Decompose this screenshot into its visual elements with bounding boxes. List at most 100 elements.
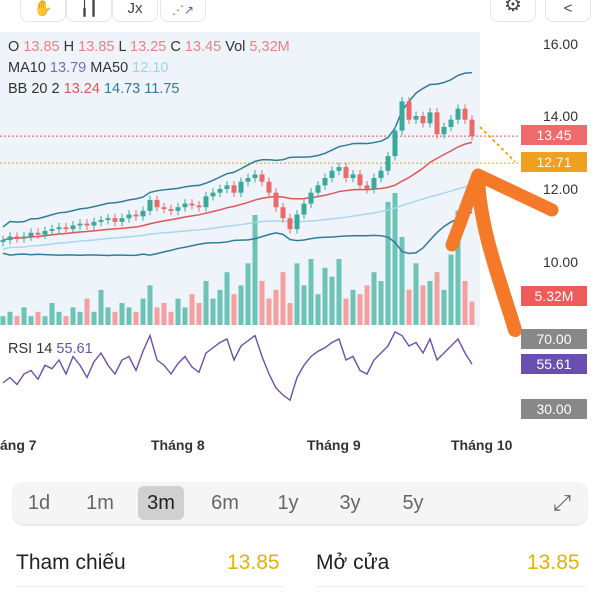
volume-bar (35, 311, 41, 325)
candle (196, 205, 202, 208)
range-1y[interactable]: 1y (277, 492, 299, 514)
chart-type-button[interactable]: ╽┃ (66, 0, 112, 22)
ma-legend: MA10 13.79 MA50 12.10 (8, 60, 169, 76)
volume-bar (322, 267, 328, 325)
candle (14, 236, 20, 239)
candle (392, 130, 398, 157)
volume-bar (56, 311, 62, 325)
volume-bar (294, 263, 300, 325)
candle (84, 223, 90, 226)
month-label: Tháng 8 (151, 437, 205, 453)
volume-bar (231, 294, 237, 325)
volume-bar (378, 281, 384, 325)
bb-legend: BB 20 2 13.24 14.73 11.75 (8, 81, 180, 97)
candle (357, 174, 363, 186)
volume-bar (434, 272, 440, 325)
range-5y[interactable]: 5y (402, 492, 424, 514)
candle (413, 116, 419, 120)
function-icon: Jx (127, 0, 143, 17)
range-6m[interactable]: 6m (211, 492, 239, 514)
rsi-value-tag: 55.61 (521, 354, 587, 374)
volume-bar (217, 289, 223, 325)
candlestick-icon: ╽┃ (79, 0, 99, 17)
drawing-tools-icon: ⋰↗ (171, 3, 195, 17)
volume-bar (49, 303, 55, 325)
candle (238, 181, 244, 193)
rsi-70-tag: 70.00 (521, 329, 587, 349)
candle (427, 112, 433, 124)
candle (287, 218, 293, 230)
bb-upper-line (2, 71, 473, 228)
volume-bar (126, 307, 132, 325)
range-1m[interactable]: 1m (86, 492, 114, 514)
candle (462, 108, 468, 120)
volume-bar (413, 263, 419, 325)
candle (343, 167, 349, 179)
price-tick: 12.00 (542, 181, 578, 197)
ohlc-legend: O 13.85 H 13.85 L 13.25 C 13.45 Vol 5,32… (8, 39, 290, 55)
volume-bar (42, 316, 48, 325)
candle (154, 199, 160, 208)
candle (0, 240, 6, 242)
candle (70, 225, 76, 230)
volume-bar (70, 307, 76, 325)
candle (35, 232, 41, 235)
range-3m[interactable]: 3m (138, 486, 184, 520)
hand-tool-button[interactable]: ✋ (20, 0, 66, 22)
expand-icon[interactable]: ⤢ (553, 490, 571, 515)
volume-bar (280, 272, 286, 325)
drawing-button[interactable]: ⋰↗ (160, 0, 206, 22)
projection-line (479, 126, 516, 163)
volume-bar (175, 298, 181, 325)
candle (189, 203, 195, 206)
volume-bar (364, 285, 370, 325)
volume-bar (385, 201, 391, 325)
volume-bar (448, 254, 454, 325)
volume-bar (441, 289, 447, 325)
range-3y[interactable]: 3y (339, 492, 361, 514)
candle (308, 192, 314, 204)
last-price-tag: 13.45 (521, 125, 587, 145)
candle (252, 174, 258, 179)
candle (350, 174, 356, 179)
month-label: Tháng 10 (451, 437, 513, 453)
volume-bar (182, 307, 188, 325)
rsi-legend: RSI 14 55.61 (8, 341, 93, 357)
volume-bar (427, 281, 433, 325)
volume-bar (112, 311, 118, 325)
settings-button[interactable]: ⚙ (490, 0, 536, 22)
volume-bar (168, 311, 174, 325)
volume-bar (7, 311, 13, 325)
candle (441, 126, 447, 135)
volume-bar (469, 301, 475, 325)
volume-bar (357, 294, 363, 325)
stat-label-reference: Tham chiếu (16, 551, 126, 574)
candle (49, 229, 55, 231)
candle (420, 116, 426, 124)
volume-bar (266, 298, 272, 325)
candle (119, 218, 125, 222)
price-tick: 10.00 (542, 254, 578, 270)
candle (133, 214, 139, 217)
volume-bar (105, 307, 111, 325)
annotation-arrow (471, 171, 522, 337)
share-button[interactable]: < (545, 0, 591, 22)
candle (21, 236, 27, 239)
volume-bar (392, 193, 398, 325)
volume-tag: 5.32M (521, 286, 587, 306)
price-chart[interactable] (0, 0, 600, 430)
candle (273, 192, 279, 208)
volume-bar (77, 311, 83, 325)
dotted-line-tag: 12.71 (521, 152, 587, 172)
volume-bar (21, 307, 27, 325)
volume-bar (252, 215, 258, 325)
candle (322, 178, 328, 186)
volume-bar (154, 307, 160, 325)
price-tick: 16.00 (542, 36, 578, 52)
range-1d[interactable]: 1d (27, 492, 51, 514)
indicator-button[interactable]: Jx (112, 0, 158, 22)
volume-bar (203, 281, 209, 325)
volume-bar (343, 298, 349, 325)
candle (266, 181, 272, 193)
candle (301, 203, 307, 215)
